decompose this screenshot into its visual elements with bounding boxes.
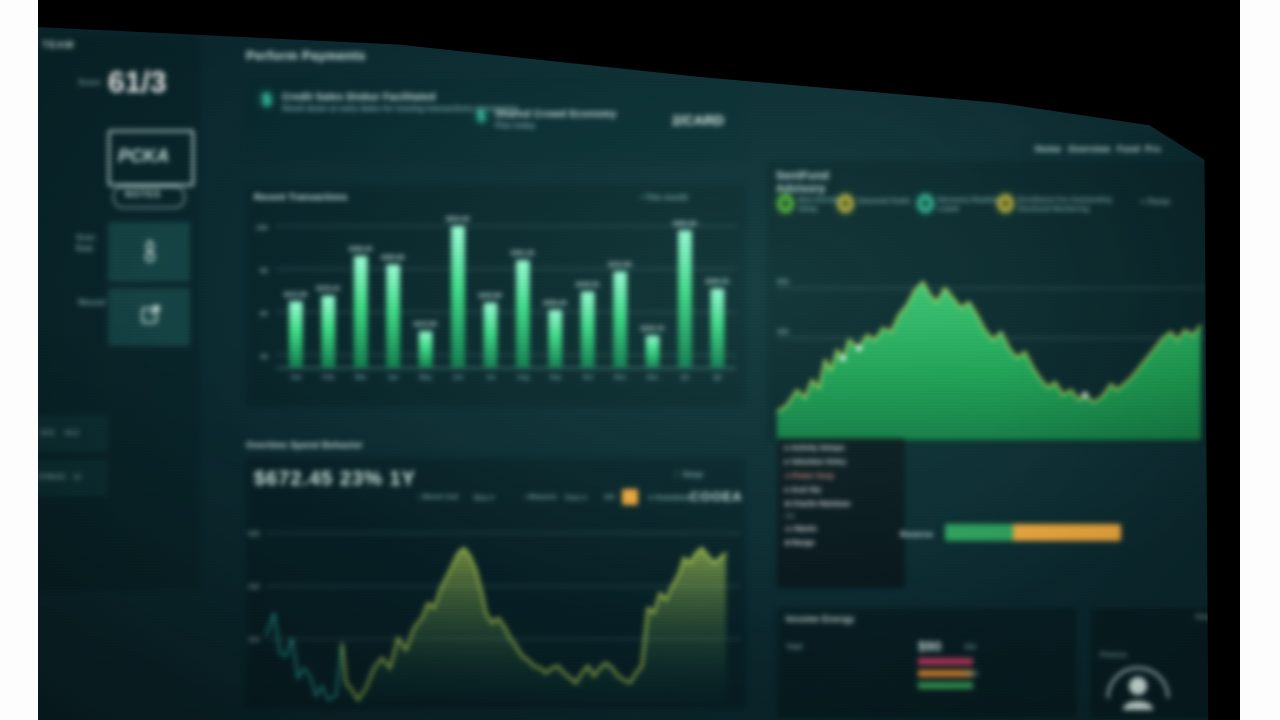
svg-text:600: 600 [777, 279, 789, 286]
svg-text:Q1: Q1 [681, 374, 690, 381]
svg-text:$325.8K: $325.8K [479, 293, 503, 300]
svg-text:$504.2K: $504.2K [446, 216, 470, 223]
svg-text:$368.3K: $368.3K [706, 278, 730, 285]
svg-text:80: 80 [260, 268, 268, 275]
svg-text:Mar: Mar [355, 374, 367, 381]
svg-text:$396.2K: $396.2K [349, 246, 373, 253]
svg-text:Q2: Q2 [713, 374, 722, 381]
svg-text:Apr: Apr [388, 374, 400, 381]
svg-text:$246.7K: $246.7K [641, 325, 665, 332]
svg-text:100: 100 [256, 225, 268, 232]
svg-text:$390.8K: $390.8K [381, 254, 405, 261]
svg-text:Oct: Oct [582, 374, 594, 381]
svg-text:$349.5K: $349.5K [576, 281, 600, 288]
svg-text:$308.4K: $308.4K [543, 300, 567, 307]
svg-text:400: 400 [777, 329, 789, 336]
svg-text:Dec: Dec [647, 374, 659, 381]
svg-text:Nov: Nov [614, 374, 627, 381]
svg-text:Feb: Feb [323, 374, 335, 381]
svg-text:Jan: Jan [290, 374, 301, 381]
svg-text:400: 400 [248, 584, 260, 591]
svg-text:Aug: Aug [517, 374, 530, 381]
svg-text:$410.9K: $410.9K [608, 261, 632, 268]
svg-text:Sep: Sep [549, 374, 561, 381]
svg-text:May: May [419, 374, 432, 381]
svg-text:Jun: Jun [452, 374, 464, 381]
svg-text:$494.4K: $494.4K [673, 220, 697, 227]
svg-text:300: 300 [248, 637, 260, 644]
svg-text:40: 40 [260, 354, 268, 361]
svg-text:$312.5K: $312.5K [284, 291, 308, 298]
svg-text:$378.1K: $378.1K [316, 286, 340, 293]
svg-text:$215.6K: $215.6K [414, 321, 438, 328]
svg-text:500: 500 [248, 531, 260, 538]
svg-text:60: 60 [260, 311, 268, 318]
svg-text:$391.2K: $391.2K [511, 250, 535, 257]
svg-text:Jul: Jul [486, 374, 496, 381]
